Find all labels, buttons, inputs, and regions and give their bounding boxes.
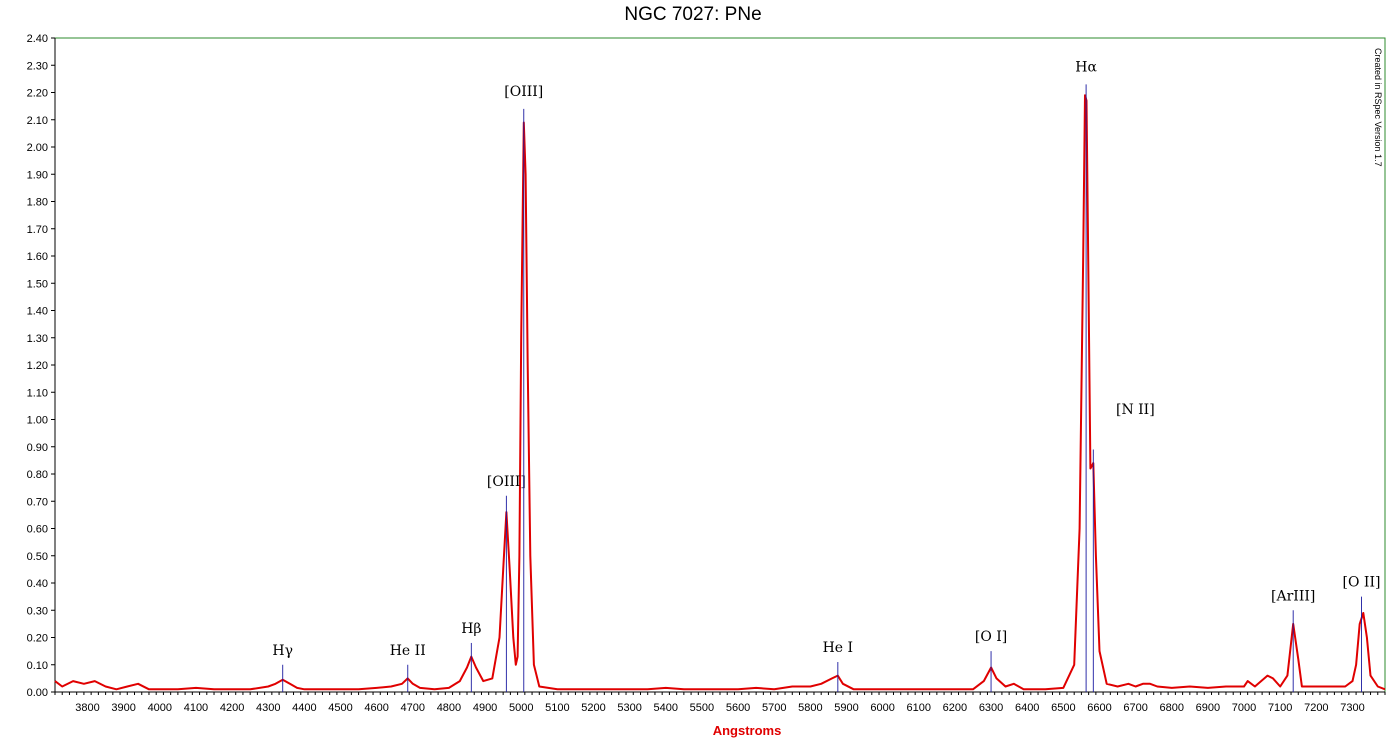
x-tick-label: 5200	[581, 702, 605, 714]
y-tick-label: 0.50	[27, 551, 48, 563]
x-tick-label: 7000	[1232, 702, 1256, 714]
y-tick-label: 2.00	[27, 142, 48, 154]
y-tick-label: 1.20	[27, 360, 48, 372]
y-tick-label: 0.60	[27, 524, 48, 536]
line-annotation: [O I]	[975, 629, 1007, 645]
x-tick-label: 6900	[1196, 702, 1220, 714]
y-tick-label: 1.30	[27, 333, 48, 345]
x-tick-label: 5700	[762, 702, 786, 714]
x-tick-label: 6000	[870, 702, 894, 714]
y-tick-label: 0.00	[27, 687, 48, 699]
x-tick-label: 6100	[907, 702, 931, 714]
x-tick-label: 5100	[545, 702, 569, 714]
x-tick-label: 5400	[654, 702, 678, 714]
y-tick-label: 0.80	[27, 469, 48, 481]
y-tick-label: 1.80	[27, 197, 48, 209]
y-tick-label: 0.20	[27, 633, 48, 645]
y-tick-label: 2.30	[27, 60, 48, 72]
y-tick-label: 2.20	[27, 88, 48, 100]
x-tick-label: 6600	[1087, 702, 1111, 714]
x-tick-label: 7100	[1268, 702, 1292, 714]
y-tick-label: 1.40	[27, 306, 48, 318]
chart-title: NGC 7027: PNe	[624, 4, 762, 25]
y-tick-label: 1.00	[27, 415, 48, 427]
x-tick-label: 4700	[401, 702, 425, 714]
x-tick-label: 6300	[979, 702, 1003, 714]
y-tick-label: 1.90	[27, 169, 48, 181]
y-tick-label: 0.10	[27, 660, 48, 672]
x-tick-label: 5500	[690, 702, 714, 714]
x-tick-label: 6800	[1160, 702, 1184, 714]
y-tick-label: 0.40	[27, 578, 48, 590]
x-tick-label: 4500	[328, 702, 352, 714]
x-tick-label: 4600	[364, 702, 388, 714]
line-annotation: Hα	[1075, 59, 1097, 75]
x-tick-label: 5000	[509, 702, 533, 714]
x-tick-label: 6500	[1051, 702, 1075, 714]
line-annotation: [O II]	[1343, 575, 1381, 591]
line-annotation: He I	[823, 640, 853, 656]
line-annotation: [OIII]	[487, 474, 526, 490]
x-tick-label: 3800	[75, 702, 99, 714]
x-axis-label: Angstroms	[713, 723, 782, 738]
y-tick-label: 2.40	[27, 33, 48, 45]
y-tick-label: 1.60	[27, 251, 48, 263]
line-annotation: He II	[390, 643, 426, 659]
line-annotation: [ArIII]	[1271, 588, 1315, 604]
line-annotation: [OIII]	[504, 84, 543, 100]
y-tick-label: 1.10	[27, 387, 48, 399]
x-tick-label: 5900	[834, 702, 858, 714]
line-annotation: Hγ	[272, 643, 293, 659]
x-tick-label: 6700	[1123, 702, 1147, 714]
x-tick-label: 7300	[1340, 702, 1364, 714]
x-tick-label: 4000	[148, 702, 172, 714]
x-tick-label: 5600	[726, 702, 750, 714]
x-tick-label: 4100	[184, 702, 208, 714]
y-tick-label: 0.70	[27, 496, 48, 508]
line-annotation: [N II]	[1116, 402, 1155, 418]
x-tick-label: 4400	[292, 702, 316, 714]
x-tick-label: 5300	[617, 702, 641, 714]
x-tick-label: 6200	[943, 702, 967, 714]
x-tick-label: 6400	[1015, 702, 1039, 714]
x-tick-label: 3900	[111, 702, 135, 714]
y-tick-label: 2.10	[27, 115, 48, 127]
y-tick-label: 1.50	[27, 278, 48, 290]
x-tick-label: 4200	[220, 702, 244, 714]
spectrum-line	[54, 94, 1386, 691]
y-tick-label: 0.90	[27, 442, 48, 454]
plot-frame	[54, 37, 1386, 693]
x-tick-label: 4300	[256, 702, 280, 714]
y-tick-label: 0.30	[27, 605, 48, 617]
x-tick-label: 4900	[473, 702, 497, 714]
x-tick-label: 4800	[437, 702, 461, 714]
credit-label: Created in RSpec Version 1.7	[1373, 48, 1383, 167]
line-annotation: Hβ	[461, 621, 481, 637]
x-tick-label: 5800	[798, 702, 822, 714]
y-tick-label: 1.70	[27, 224, 48, 236]
x-tick-label: 7200	[1304, 702, 1328, 714]
